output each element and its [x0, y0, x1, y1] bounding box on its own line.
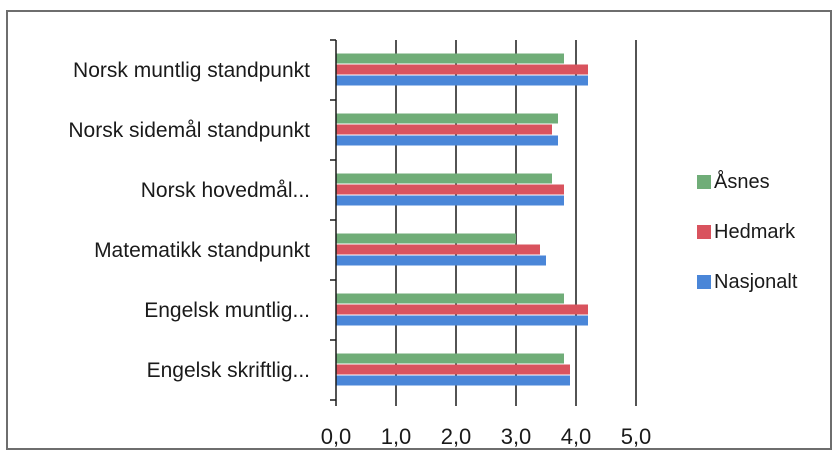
- x-tick-label: 4,0: [561, 424, 592, 449]
- bar: [336, 255, 546, 266]
- bar: [336, 135, 558, 146]
- bar: [336, 375, 570, 386]
- x-tick-label: 5,0: [621, 424, 652, 449]
- legend-label: Åsnes: [714, 170, 770, 193]
- bar: [336, 113, 558, 124]
- bar: [336, 364, 570, 375]
- category-label: Norsk muntlig standpunkt: [73, 59, 310, 82]
- legend-swatch: [697, 175, 711, 189]
- x-tick-label: 1,0: [381, 424, 412, 449]
- legend-label: Hedmark: [714, 221, 796, 243]
- bar: [336, 315, 588, 326]
- bar: [336, 64, 588, 75]
- category-label: Norsk sidemål standpunkt: [68, 119, 310, 142]
- bar: [336, 184, 564, 195]
- category-label: Matematikk standpunkt: [94, 239, 310, 262]
- bar: [336, 53, 564, 64]
- x-tick-label: 3,0: [501, 424, 532, 449]
- bar: [336, 244, 540, 255]
- bar: [336, 124, 552, 135]
- category-label: Norsk hovedmål...: [141, 179, 310, 202]
- category-label: Engelsk skriftlig...: [147, 359, 310, 382]
- bar: [336, 195, 564, 206]
- bar: [336, 304, 588, 315]
- legend-label: Nasjonalt: [714, 271, 798, 293]
- x-tick-label: 0,0: [321, 424, 352, 449]
- bar: [336, 353, 564, 364]
- legend-swatch: [697, 275, 711, 289]
- x-tick-label: 2,0: [441, 424, 472, 449]
- bar: [336, 293, 564, 304]
- bar: [336, 75, 588, 86]
- legend-swatch: [697, 225, 711, 239]
- category-label: Engelsk muntlig...: [144, 299, 310, 322]
- bar: [336, 173, 552, 184]
- bar: [336, 233, 516, 244]
